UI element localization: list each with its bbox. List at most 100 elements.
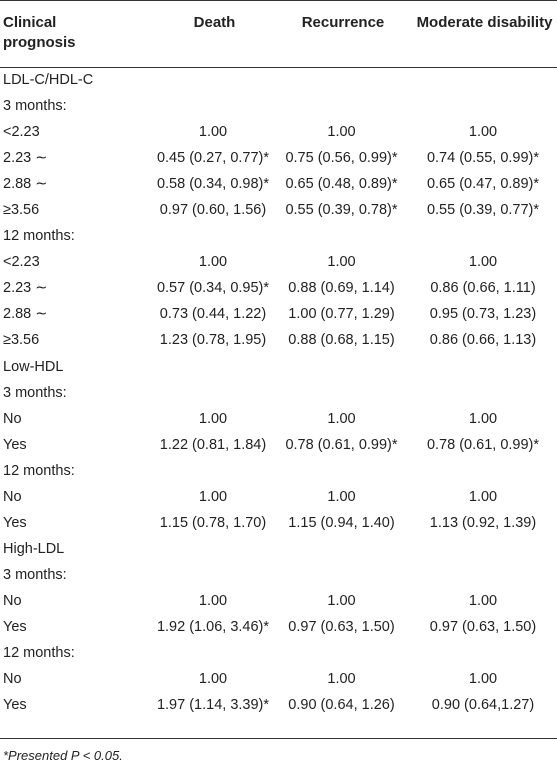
- table-cell: [409, 223, 557, 249]
- table-cell: [274, 562, 409, 588]
- table-cell: 1.00 (0.77, 1.29): [288, 306, 395, 323]
- table-body: LDL-C/HDL-C 3 months: <2.23 1.00 1.00 1.00 2.2…: [0, 67, 557, 718]
- table-cell: 0.57 (0.34, 0.95)*: [156, 280, 270, 297]
- table-cell: 1.00: [198, 410, 228, 427]
- row-label: 3 months:: [3, 98, 67, 115]
- header-rule: [0, 67, 557, 68]
- table-cell: 0.65 (0.47, 0.89)*: [426, 176, 540, 193]
- row-label: 2.88 ∼: [3, 306, 48, 323]
- table-cell: 0.58 (0.34, 0.98)*: [156, 176, 270, 193]
- table-cell: 0.65 (0.48, 0.89)*: [285, 176, 398, 193]
- table-cell: 0.75 (0.56, 0.99)*: [285, 150, 398, 167]
- table-cell: 0.78 (0.61, 0.99)*: [426, 436, 540, 453]
- bottom-rule: [0, 738, 557, 739]
- row-label: No: [3, 488, 22, 505]
- table-cell: 0.86 (0.66, 1.11): [430, 280, 536, 297]
- table-cell: [274, 536, 409, 562]
- row-label: 2.88 ∼: [3, 176, 48, 193]
- table-cell: [274, 640, 409, 666]
- table-cell: 1.92 (1.06, 3.46)*: [156, 619, 270, 635]
- table-cell: [274, 354, 409, 380]
- row-label: Yes: [3, 514, 27, 531]
- table-cell: [274, 223, 409, 249]
- table-cell: 1.00: [468, 410, 498, 427]
- row-label: Low-HDL: [3, 358, 64, 375]
- row-label: <2.23: [3, 254, 40, 271]
- table-row: 3 months:: [0, 562, 557, 588]
- table-cell: 0.86 (0.66, 1.13): [429, 332, 537, 349]
- row-label: Yes: [3, 697, 27, 714]
- table-cell: 0.73 (0.44, 1.22): [159, 306, 267, 323]
- table-cell: 1.00: [198, 671, 228, 688]
- table-cell: 1.00: [198, 592, 228, 609]
- table-row: Yes 1.15 (0.78, 1.70) 1.15 (0.94, 1.40) 1.1…: [0, 510, 557, 536]
- row-label: High-LDL: [3, 540, 65, 557]
- table-row: 12 months:: [0, 223, 557, 249]
- table-cell: 1.00: [198, 254, 228, 271]
- header-row: Clinical prognosis Death Recurrence Mode…: [0, 0, 557, 67]
- row-label: No: [3, 671, 22, 688]
- row-label: 12 months:: [3, 228, 75, 245]
- top-rule: [0, 0, 557, 1]
- table-row: 3 months:: [0, 93, 557, 119]
- table-cell: 1.00: [198, 488, 228, 505]
- table-cell: 0.97 (0.63, 1.50): [429, 619, 537, 635]
- table-cell: 1.00: [327, 592, 356, 609]
- table-row: 2.88 ∼ 0.58 (0.34, 0.98)* 0.65 (0.48, 0.89…: [0, 171, 557, 197]
- table-cell: 1.13 (0.92, 1.39): [429, 514, 537, 531]
- table-cell: 1.00: [468, 254, 498, 271]
- table-cell: 0.90 (0.64, 1.26): [288, 697, 395, 714]
- table-cell: 0.55 (0.39, 0.77)*: [426, 202, 540, 219]
- table-cell: [152, 67, 274, 93]
- row-label: LDL-C/HDL-C: [3, 72, 94, 89]
- table-cell: [409, 536, 557, 562]
- table-cell: [409, 354, 557, 380]
- table-cell: [409, 67, 557, 93]
- table-row: No 1.00 1.00 1.00: [0, 484, 557, 510]
- table-cell: [409, 458, 557, 484]
- table-row: 12 months:: [0, 640, 557, 666]
- table-cell: 1.97 (1.14, 3.39)*: [156, 697, 270, 714]
- table-cell: 0.88 (0.68, 1.15): [288, 332, 395, 349]
- table-cell: [152, 380, 274, 406]
- row-label: 12 months:: [3, 462, 75, 479]
- table-row: 2.23 ∼ 0.45 (0.27, 0.77)* 0.75 (0.56, 0.99…: [0, 145, 557, 171]
- table-row: Low-HDL: [0, 354, 557, 380]
- table-cell: [409, 640, 557, 666]
- prognosis-table: Clinical prognosis Death Recurrence Mode…: [0, 0, 557, 718]
- table-cell: 1.23 (0.78, 1.95): [159, 332, 267, 349]
- table-cell: 0.97 (0.60, 1.56): [159, 202, 267, 219]
- table-cell: 0.45 (0.27, 0.77)*: [156, 150, 270, 167]
- table-row: <2.23 1.00 1.00 1.00: [0, 119, 557, 145]
- table-row: Yes 1.97 (1.14, 3.39)* 0.90 (0.64, 1.26) 0.…: [0, 692, 557, 718]
- row-label: ≥3.56: [3, 202, 40, 219]
- table-cell: 1.00: [468, 592, 498, 609]
- table-cell: [152, 458, 274, 484]
- table-row: No 1.00 1.00 1.00: [0, 588, 557, 614]
- table-cell: 0.90 (0.64,1.27): [431, 697, 535, 714]
- row-label: ≥3.56: [3, 332, 40, 349]
- row-label: Yes: [3, 619, 27, 635]
- table-cell: [152, 562, 274, 588]
- table-cell: 0.97 (0.63, 1.50): [288, 619, 395, 635]
- table-cell: 1.22 (0.81, 1.84): [159, 436, 267, 453]
- table-row: 12 months:: [0, 458, 557, 484]
- row-label: <2.23: [3, 124, 40, 141]
- table-cell: [274, 93, 409, 119]
- table-cell: [274, 458, 409, 484]
- table-cell: 0.78 (0.61, 0.99)*: [285, 436, 398, 453]
- table-cell: 1.00: [327, 671, 356, 688]
- table-row: ≥3.56 1.23 (0.78, 1.95) 0.88 (0.68, 1.15) 0…: [0, 327, 557, 353]
- header-moderate-disability: Moderate disability: [416, 14, 553, 31]
- table-cell: 1.00: [327, 124, 356, 141]
- table-cell: [152, 536, 274, 562]
- table-row: No 1.00 1.00 1.00: [0, 666, 557, 692]
- table-cell: 0.55 (0.39, 0.78)*: [285, 202, 398, 219]
- table-cell: 1.00: [468, 488, 498, 505]
- table-row: No 1.00 1.00 1.00: [0, 406, 557, 432]
- table-cell: 1.00: [327, 254, 356, 271]
- table-cell: 1.00: [198, 124, 228, 141]
- table-cell: [274, 380, 409, 406]
- table-cell: 0.74 (0.55, 0.99)*: [426, 150, 540, 167]
